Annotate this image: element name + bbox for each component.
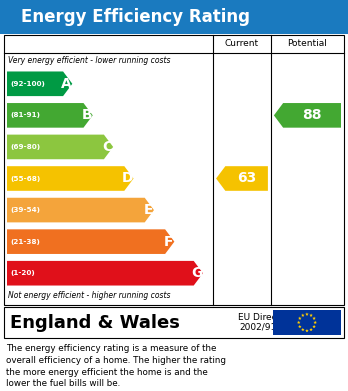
Polygon shape xyxy=(313,325,316,328)
Text: C: C xyxy=(102,140,113,154)
Text: (39-54): (39-54) xyxy=(10,207,40,213)
Text: (21-38): (21-38) xyxy=(10,239,40,245)
Polygon shape xyxy=(7,198,154,222)
Polygon shape xyxy=(313,317,316,320)
Text: G: G xyxy=(192,266,203,280)
Polygon shape xyxy=(7,166,134,191)
Polygon shape xyxy=(314,321,317,324)
Polygon shape xyxy=(7,72,72,96)
Text: (1-20): (1-20) xyxy=(10,270,35,276)
Text: (92-100): (92-100) xyxy=(10,81,45,87)
Text: (81-91): (81-91) xyxy=(10,112,40,118)
Text: D: D xyxy=(122,172,134,185)
Polygon shape xyxy=(309,328,313,331)
Polygon shape xyxy=(7,103,93,128)
Polygon shape xyxy=(216,166,268,191)
Polygon shape xyxy=(298,325,301,328)
Text: B: B xyxy=(82,108,93,122)
Bar xyxy=(273,310,341,335)
Text: (55-68): (55-68) xyxy=(10,176,40,181)
Text: A: A xyxy=(61,77,72,91)
Polygon shape xyxy=(297,321,300,324)
Text: England & Wales: England & Wales xyxy=(10,314,180,332)
Text: 2002/91/EC: 2002/91/EC xyxy=(240,323,292,332)
Polygon shape xyxy=(298,317,301,320)
Polygon shape xyxy=(7,261,203,285)
Text: 88: 88 xyxy=(302,108,322,122)
Bar xyxy=(4,35,344,305)
Text: EU Directive: EU Directive xyxy=(238,313,294,322)
Bar xyxy=(0,0,348,34)
Text: F: F xyxy=(164,235,174,249)
Bar xyxy=(4,307,344,338)
Text: Very energy efficient - lower running costs: Very energy efficient - lower running co… xyxy=(8,56,171,65)
Polygon shape xyxy=(274,103,341,128)
Polygon shape xyxy=(7,135,113,159)
Text: Current: Current xyxy=(225,39,259,48)
Polygon shape xyxy=(301,314,304,317)
Text: The energy efficiency rating is a measure of the
overall efficiency of a home. T: The energy efficiency rating is a measur… xyxy=(6,344,226,388)
Polygon shape xyxy=(7,230,174,254)
Text: (69-80): (69-80) xyxy=(10,144,40,150)
Text: Not energy efficient - higher running costs: Not energy efficient - higher running co… xyxy=(8,291,171,300)
Polygon shape xyxy=(305,312,309,316)
Text: 63: 63 xyxy=(237,172,256,185)
Text: Energy Efficiency Rating: Energy Efficiency Rating xyxy=(21,8,250,26)
Polygon shape xyxy=(305,329,309,332)
Text: E: E xyxy=(144,203,153,217)
Polygon shape xyxy=(301,328,304,331)
Polygon shape xyxy=(309,314,313,317)
Text: Potential: Potential xyxy=(287,39,327,48)
